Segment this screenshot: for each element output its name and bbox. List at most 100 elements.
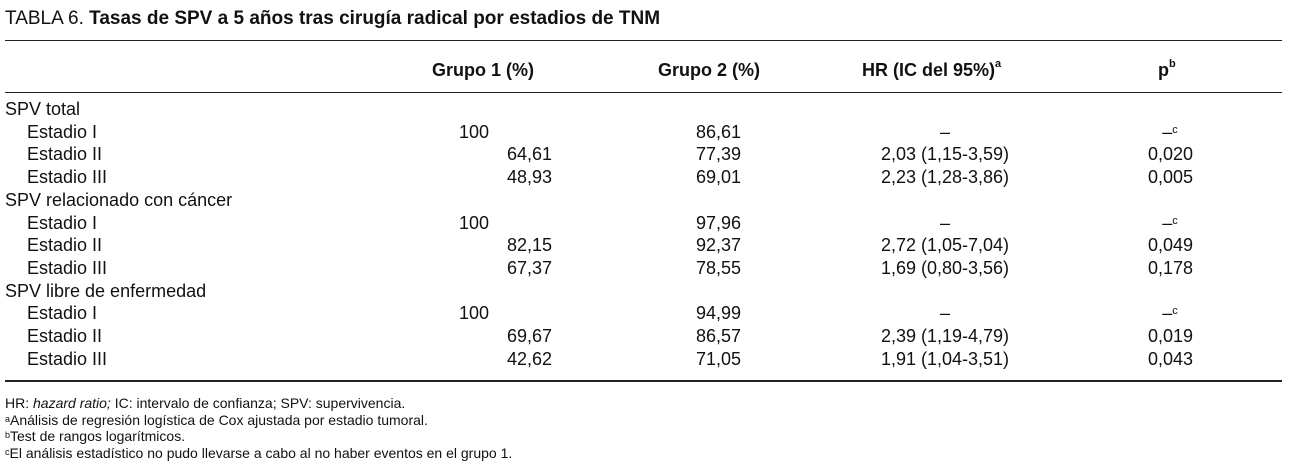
hr-cell: 2,23 (1,28-3,86) (880, 167, 1010, 188)
grupo1-cell: 42,62 (506, 348, 552, 369)
table-row: Estadio II 69,67 86,57 2,39 (1,19-4,79) 0,01… (0, 325, 1289, 348)
footnote-a: aAnálisis de regresión logística de Cox … (5, 412, 512, 429)
header-p-footnote-mark: b (1169, 58, 1176, 70)
grupo1-cell: 100 (459, 303, 490, 324)
stage-cell: Estadio III (27, 167, 108, 188)
bottom-rule (5, 380, 1282, 382)
p-value: – (1162, 303, 1173, 324)
table-caption-title: Tasas de SPV a 5 años tras cirugía radic… (89, 8, 661, 29)
p-footnote-mark: c (1172, 214, 1178, 227)
group-row: SPV relacionado con cáncer (0, 189, 1289, 212)
hr-cell: 2,72 (1,05-7,04) (880, 235, 1010, 256)
stage-cell: Estadio II (27, 235, 103, 256)
table-row: Estadio I 100 97,96– –c (0, 212, 1289, 235)
p-cell: 0,049 (1148, 234, 1193, 257)
grupo2-cell: 94,99 (695, 303, 741, 324)
table-caption-label: TABLA 6. (5, 8, 84, 29)
p-value: 0,178 (1147, 257, 1193, 278)
header-p: pb (1158, 58, 1176, 81)
stage-cell: Estadio III (27, 257, 108, 278)
footnote-c-mark: c (5, 446, 10, 457)
grupo1-cell: 64,61 (506, 144, 552, 165)
grupo1-cell: 100 (459, 212, 490, 233)
footnote-abbr-hr-term: hazard ratio; (33, 395, 111, 411)
table-row: Estadio III 48,93 69,01 2,23 (1,28-3,86) 0,0… (0, 166, 1289, 189)
hr-cell: 1,91 (1,04-3,51) (880, 348, 1010, 369)
group-row: SPV libre de enfermedad (0, 280, 1289, 303)
group-label: SPV total (5, 99, 81, 119)
grupo2-cell: 78,55 (695, 257, 741, 278)
table-row: Estadio I 100 86,61– –c (0, 121, 1289, 144)
stage-cell: Estadio II (27, 144, 103, 165)
footnote-abbr-hr: HR: (5, 395, 33, 411)
p-cell: 0,178 (1148, 257, 1193, 280)
grupo1-cell: 100 (459, 121, 490, 142)
p-value: 0,005 (1147, 167, 1193, 188)
hr-cell: 2,03 (1,15-3,59) (880, 144, 1010, 165)
footnote-abbr-rest: IC: intervalo de confianza; SPV: supervi… (110, 395, 406, 411)
stage-cell: Estadio III (27, 348, 108, 369)
header-hr: HR (IC del 95%)a (862, 58, 1002, 81)
grupo1-cell: 48,93 (506, 167, 552, 188)
footnote-a-text: Análisis de regresión logística de Cox a… (10, 411, 428, 428)
p-value: 0,049 (1147, 235, 1193, 256)
p-cell: 0,019 (1148, 325, 1193, 348)
p-footnote-mark: c (1172, 305, 1178, 318)
footnote-b-mark: b (5, 430, 11, 440)
header-hr-label: HR (IC del 95%) (862, 60, 996, 80)
grupo1-cell: 67,37 (506, 257, 552, 278)
hr-cell: – (939, 303, 950, 324)
p-value: 0,020 (1147, 144, 1193, 165)
p-cell: –c (1140, 302, 1200, 325)
p-value: 0,043 (1147, 348, 1193, 369)
hr-cell: 1,69 (0,80-3,56) (880, 257, 1010, 278)
top-rule (5, 40, 1282, 41)
grupo2-cell: 69,01 (695, 167, 741, 188)
table-footnotes: HR: hazard ratio; IC: intervalo de confi… (5, 395, 512, 461)
p-cell: –c (1140, 212, 1200, 235)
stage-cell: Estadio I (27, 303, 98, 324)
stage-cell: Estadio II (27, 326, 103, 346)
stage-cell: Estadio I (27, 212, 98, 233)
p-cell: 0,005 (1148, 166, 1193, 189)
hr-cell: – (939, 212, 950, 233)
p-footnote-mark: c (1172, 123, 1178, 136)
p-value: 0,019 (1147, 326, 1193, 346)
grupo2-cell: 92,37 (695, 235, 741, 256)
p-value: – (1162, 212, 1173, 233)
table-row: Estadio III 67,37 78,55 1,69 (0,80-3,56) 0,1… (0, 257, 1289, 280)
footnote-c-text: El análisis estadístico no pudo llevarse… (9, 444, 513, 461)
p-cell: –c (1140, 121, 1200, 144)
header-p-label: p (1158, 60, 1169, 80)
table-row: Estadio I 100 94,99– –c (0, 302, 1289, 325)
header-hr-footnote-mark: a (995, 58, 1002, 70)
table-caption: TABLA 6. Tasas de SPV a 5 años tras ciru… (5, 8, 660, 30)
grupo2-cell: 77,39 (695, 144, 741, 165)
group-label: SPV relacionado con cáncer (5, 189, 233, 210)
group-row: SPV total (0, 98, 1289, 121)
grupo2-cell: 97,96 (695, 212, 741, 233)
table-row: Estadio III 42,62 71,05 1,91 (1,04-3,51) 0,0… (0, 348, 1289, 371)
header-rule (5, 92, 1282, 93)
table-row: Estadio II 64,61 77,39 2,03 (1,15-3,59) 0,02… (0, 143, 1289, 166)
footnote-a-mark: a (5, 413, 11, 424)
stage-cell: Estadio I (27, 121, 98, 142)
header-grupo2: Grupo 2 (%) (658, 60, 760, 80)
footnote-c: cEl análisis estadístico no pudo llevars… (5, 445, 512, 462)
table-row: Estadio II 82,15 92,37 2,72 (1,05-7,04) 0,04… (0, 234, 1289, 257)
hr-cell: 2,39 (1,19-4,79) (880, 326, 1010, 346)
hr-cell: – (939, 121, 950, 142)
footnote-b: bTest de rangos logarítmicos. (5, 428, 512, 445)
grupo2-cell: 86,57 (695, 326, 741, 346)
grupo1-cell: 82,15 (506, 235, 552, 256)
grupo1-cell: 69,67 (506, 326, 552, 346)
group-label: SPV libre de enfermedad (5, 280, 207, 301)
grupo2-cell: 71,05 (695, 348, 741, 369)
p-value: – (1162, 121, 1173, 142)
footnote-abbreviations: HR: hazard ratio; IC: intervalo de confi… (5, 395, 512, 412)
p-cell: 0,020 (1148, 143, 1193, 166)
header-grupo1: Grupo 1 (%) (432, 60, 534, 80)
grupo2-cell: 86,61 (695, 121, 741, 142)
footnote-b-text: Test de rangos logarítmicos. (10, 428, 186, 444)
